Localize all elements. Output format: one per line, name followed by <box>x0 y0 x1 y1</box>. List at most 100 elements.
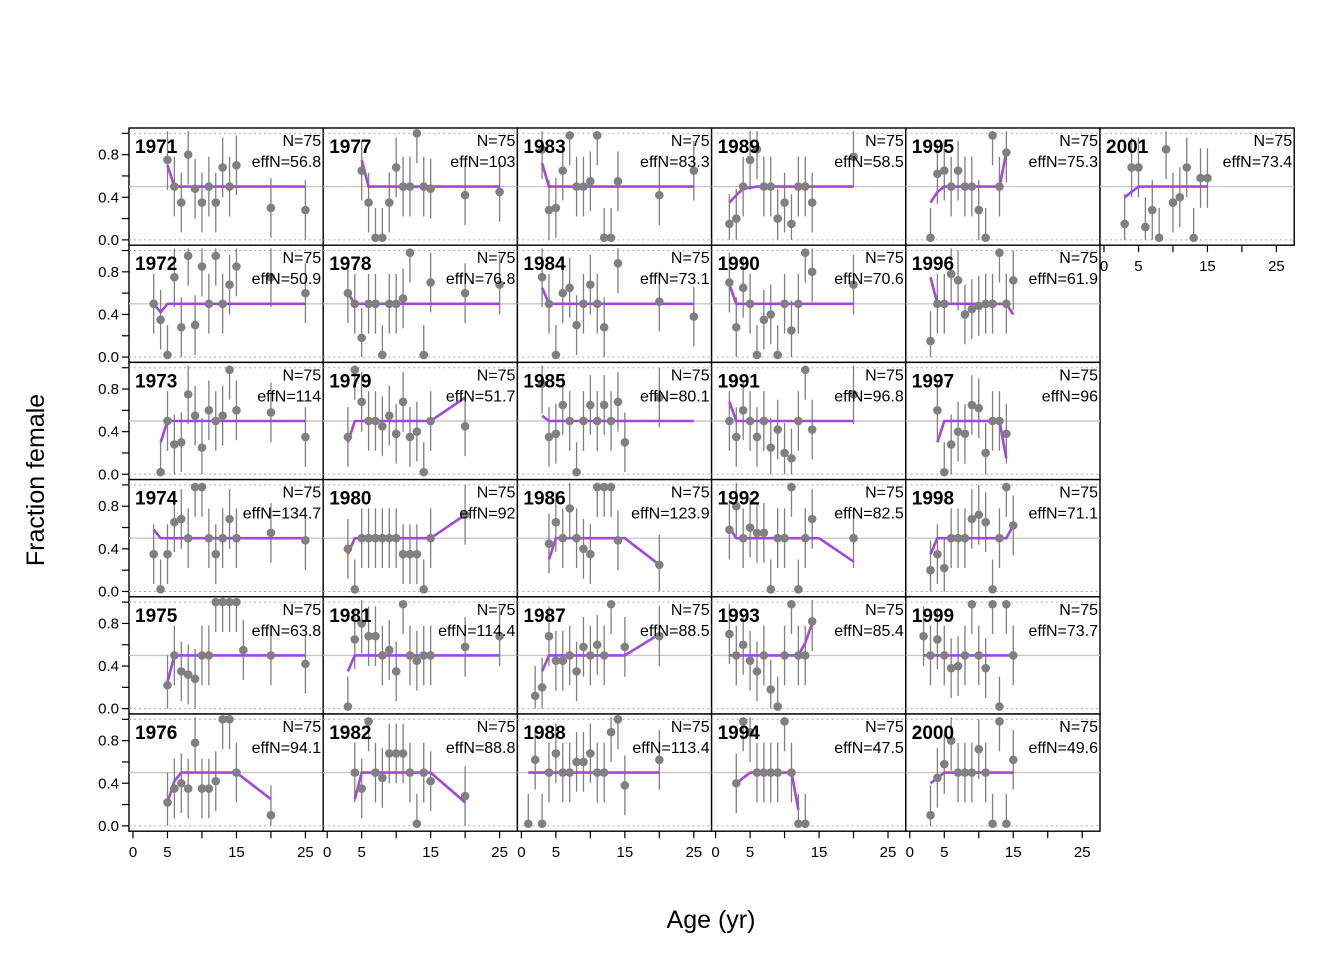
data-point <box>592 131 602 140</box>
panel-year: 1992 <box>718 489 760 510</box>
data-point <box>1182 163 1192 172</box>
data-point <box>211 776 221 786</box>
data-point <box>759 768 769 777</box>
panel-year: 1979 <box>329 371 371 392</box>
data-point <box>1002 819 1011 829</box>
data-point <box>613 715 623 724</box>
data-point <box>766 182 776 191</box>
data-point <box>946 269 956 279</box>
data-point <box>495 187 504 197</box>
data-point <box>1196 173 1205 183</box>
data-point <box>794 416 803 426</box>
data-point <box>926 810 935 820</box>
data-point <box>731 501 741 511</box>
data-point <box>163 350 172 360</box>
data-point <box>780 717 789 726</box>
effective-sample-size: effN=83.3 <box>640 154 710 171</box>
data-point <box>807 267 817 277</box>
data-point <box>725 629 734 639</box>
data-point <box>551 203 561 213</box>
data-point <box>371 768 380 777</box>
data-point <box>773 425 782 434</box>
data-point <box>974 510 984 520</box>
data-point <box>780 198 789 207</box>
data-point <box>1002 482 1011 492</box>
data-point <box>773 350 782 360</box>
sample-size: N=75 <box>1059 719 1098 736</box>
data-point <box>266 272 276 282</box>
x-tick-label: 5 <box>358 844 366 861</box>
effective-sample-size: effN=94.1 <box>252 740 322 757</box>
data-point <box>1120 219 1129 229</box>
panel-1986: 1986 N=75 effN=123.9 <box>516 478 713 598</box>
data-point <box>405 182 415 191</box>
data-point <box>926 336 935 346</box>
data-point <box>599 400 609 410</box>
data-point <box>378 773 387 783</box>
effective-sample-size: effN=85.4 <box>834 623 904 640</box>
data-point <box>572 182 581 191</box>
data-point <box>800 248 810 257</box>
data-point <box>266 408 276 417</box>
data-point <box>939 563 949 573</box>
data-point <box>225 280 234 289</box>
panel-year: 1976 <box>135 723 177 744</box>
sample-size: N=75 <box>282 485 321 502</box>
data-point <box>586 749 595 758</box>
data-point <box>176 438 186 447</box>
data-point <box>197 651 207 660</box>
data-point <box>800 182 810 191</box>
data-point <box>170 440 179 449</box>
data-point <box>946 736 956 745</box>
data-point <box>183 670 193 679</box>
data-point <box>426 776 435 786</box>
y-tick-label: 0.8 <box>98 733 119 750</box>
panel-year: 1977 <box>329 137 371 158</box>
panel-1984: 1984 N=75 effN=73.1 <box>516 244 713 364</box>
data-point <box>225 597 234 607</box>
panel-year: 2000 <box>912 723 954 744</box>
sample-size: N=75 <box>477 719 516 736</box>
data-point <box>266 203 276 213</box>
panel-year: 2001 <box>1106 137 1149 158</box>
data-point <box>551 656 561 666</box>
panel-1978: 1978 N=75 effN=76.8 <box>322 244 519 364</box>
data-point <box>398 549 408 559</box>
data-point <box>495 631 504 641</box>
panel-year: 1989 <box>718 137 760 158</box>
data-point <box>579 416 588 426</box>
panel-1990: 1990 N=75 effN=70.6 <box>710 244 907 364</box>
data-point <box>412 427 422 436</box>
data-point <box>1141 222 1150 232</box>
data-point <box>613 536 623 545</box>
data-point <box>1147 205 1157 215</box>
sample-size: N=75 <box>282 719 321 736</box>
data-point <box>551 429 561 439</box>
data-point <box>211 597 221 607</box>
data-point <box>218 533 227 543</box>
data-point <box>426 184 435 194</box>
data-point <box>1008 651 1018 660</box>
data-point <box>780 651 789 660</box>
sample-size: N=75 <box>477 133 516 150</box>
sample-size: N=75 <box>1253 133 1292 150</box>
data-point <box>419 651 429 660</box>
data-point <box>572 533 581 543</box>
data-point <box>766 768 776 777</box>
data-point <box>738 717 748 726</box>
data-point <box>592 482 602 492</box>
data-point <box>163 680 172 690</box>
y-tick-label: 0.8 <box>98 498 119 515</box>
x-tick-label: 5 <box>1134 258 1142 275</box>
data-point <box>378 350 387 360</box>
x-tick-label: 25 <box>297 844 314 861</box>
effective-sample-size: effN=114 <box>257 388 321 405</box>
data-point <box>371 416 380 426</box>
panel-year: 1996 <box>912 254 954 275</box>
x-tick-label: 15 <box>228 844 245 861</box>
data-point <box>197 443 207 452</box>
panel-1995: 1995 N=75 effN=75.3 <box>905 127 1101 246</box>
sample-size: N=75 <box>865 133 904 150</box>
data-point <box>183 251 193 261</box>
